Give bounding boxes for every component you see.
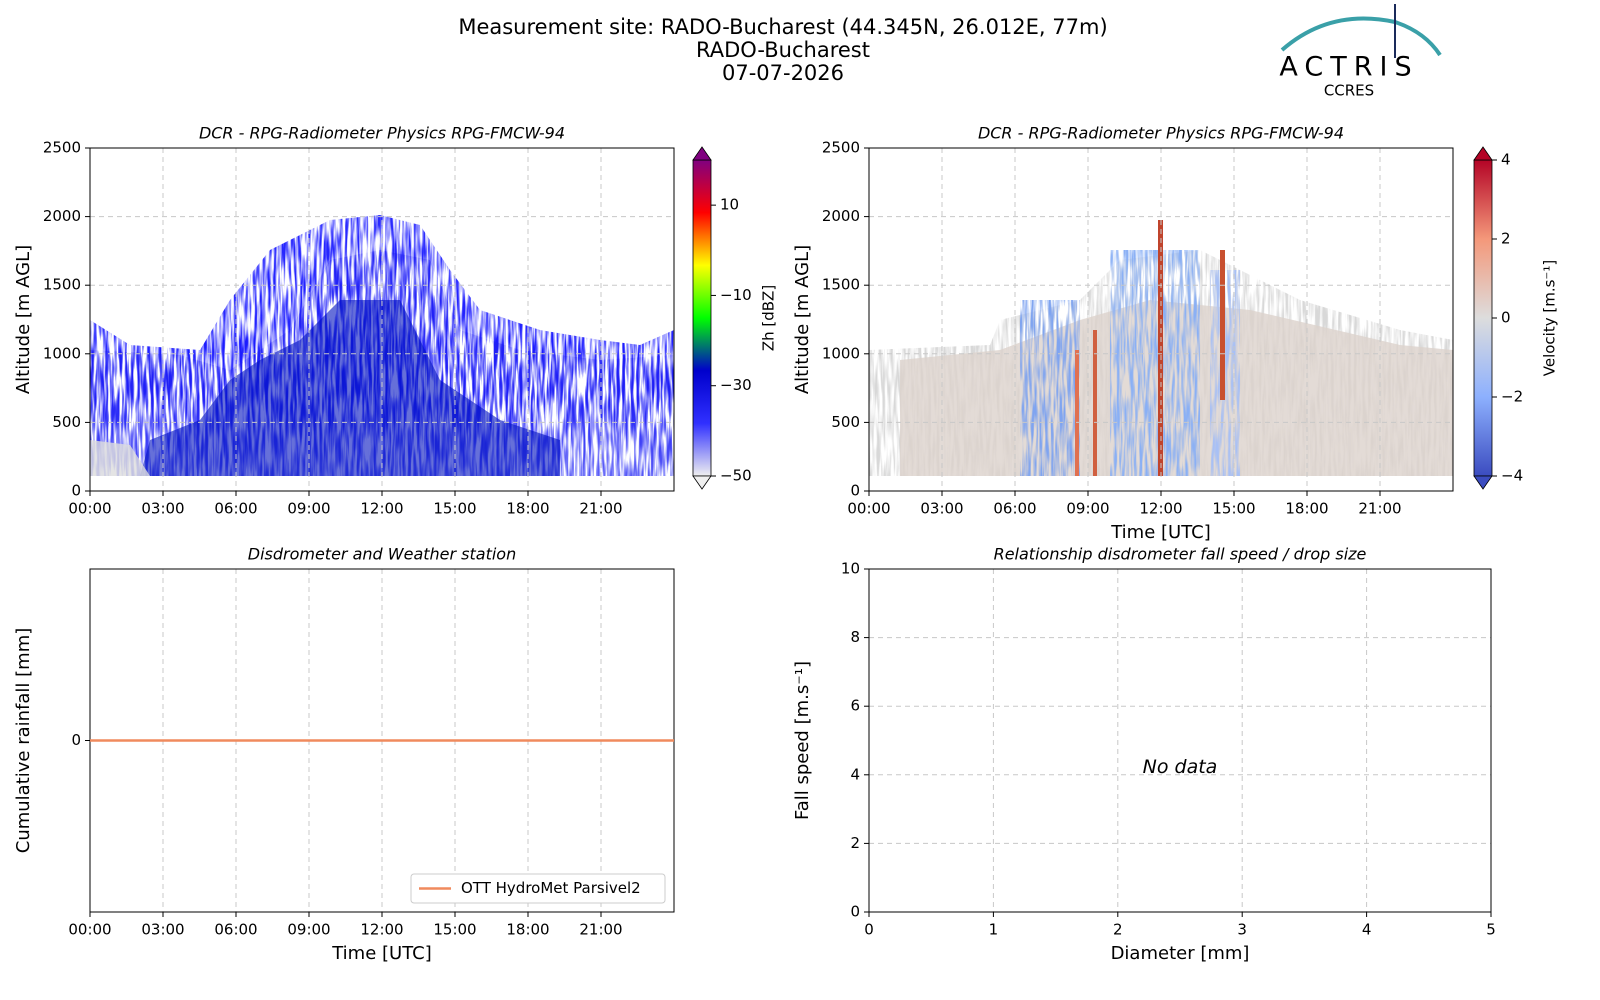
x-tick-label: 15:00 (1212, 500, 1255, 518)
colorbar-tick-label: −30 (720, 376, 752, 394)
y-tick-label: 4 (850, 765, 860, 783)
y-tick-label: 2000 (43, 207, 81, 225)
y-tick-label: 0 (850, 482, 860, 500)
x-tick-label: 18:00 (506, 500, 549, 518)
x-tick-label: 1 (989, 921, 999, 939)
header-line: 07-07-2026 (722, 61, 844, 85)
plot-frame (868, 147, 1454, 492)
header-line: Measurement site: RADO-Bucharest (44.345… (458, 15, 1107, 39)
x-tick-label: 3 (1237, 921, 1247, 939)
plot-frame (868, 568, 1492, 913)
legend-label: OTT HydroMet Parsivel2 (461, 879, 641, 897)
x-tick-label: 2 (1113, 921, 1123, 939)
y-tick-label: 500 (52, 413, 81, 431)
plot-title: Relationship disdrometer fall speed / dr… (994, 545, 1367, 564)
colorbar-tick-label: 0 (1501, 309, 1511, 327)
x-tick-label: 00:00 (68, 921, 111, 939)
x-tick-label: 15:00 (433, 921, 476, 939)
legend-box (410, 873, 666, 904)
y-tick-label: 1000 (43, 344, 81, 362)
y-tick-label: 2000 (822, 207, 860, 225)
y-tick-label: 2 (850, 834, 860, 852)
x-axis-label: Time [UTC] (331, 943, 432, 964)
colorbar-tick-label: 10 (720, 196, 739, 214)
header-line: RADO-Bucharest (696, 38, 870, 62)
colorbar-extend (692, 475, 712, 490)
colorbar-tick-label: 4 (1501, 151, 1511, 169)
x-tick-label: 18:00 (1285, 500, 1328, 518)
plot-frame (89, 147, 675, 492)
x-tick-label: 03:00 (141, 500, 184, 518)
x-tick-label: 09:00 (287, 500, 330, 518)
y-tick-label: 6 (850, 697, 860, 715)
x-tick-label: 5 (1486, 921, 1496, 939)
x-tick-label: 21:00 (1358, 500, 1401, 518)
x-axis-label: Diameter [mm] (1111, 943, 1250, 964)
colorbar-tick-label: −10 (720, 286, 752, 304)
x-tick-label: 12:00 (1139, 500, 1182, 518)
logo: ACTRIS CCRES (1279, 4, 1442, 100)
x-tick-label: 00:00 (68, 500, 111, 518)
x-axis-label: Time [UTC] (1110, 522, 1211, 543)
x-tick-label: 18:00 (506, 921, 549, 939)
colorbar (1473, 159, 1493, 477)
colorbar-tick-label: −4 (1501, 467, 1523, 485)
colorbar-tick-label: −2 (1501, 388, 1523, 406)
logo-text: ACTRIS (1279, 52, 1418, 83)
colorbar-label: Zh [dBZ] (760, 285, 778, 351)
x-tick-label: 06:00 (993, 500, 1036, 518)
colorbar-label: Velocity [m.s⁻¹] (1541, 260, 1559, 376)
x-tick-label: 4 (1362, 921, 1372, 939)
y-tick-label: 0 (71, 731, 81, 749)
x-tick-label: 03:00 (920, 500, 963, 518)
plot-title: Disdrometer and Weather station (248, 545, 516, 564)
x-tick-label: 21:00 (579, 500, 622, 518)
y-tick-label: 1500 (43, 276, 81, 294)
colorbar-extend (692, 146, 712, 161)
x-tick-label: 15:00 (433, 500, 476, 518)
y-tick-label: 10 (841, 560, 860, 578)
y-axis-label: Cumulative rainfall [mm] (13, 628, 34, 854)
y-tick-label: 2500 (822, 139, 860, 157)
x-tick-label: 09:00 (1066, 500, 1109, 518)
x-tick-label: 0 (864, 921, 874, 939)
logo-subtext: CCRES (1324, 82, 1374, 100)
colorbar-tick-label: −50 (720, 467, 752, 485)
x-tick-label: 21:00 (579, 921, 622, 939)
colorbar-extend (1473, 475, 1493, 490)
x-tick-label: 12:00 (360, 921, 403, 939)
x-tick-label: 06:00 (214, 500, 257, 518)
x-tick-label: 06:00 (214, 921, 257, 939)
annotation: No data (1143, 756, 1218, 778)
colorbar (692, 159, 712, 477)
y-tick-label: 2500 (43, 139, 81, 157)
x-tick-label: 03:00 (141, 921, 184, 939)
y-tick-label: 1500 (822, 276, 860, 294)
x-tick-label: 12:00 (360, 500, 403, 518)
y-tick-label: 500 (831, 413, 860, 431)
y-tick-label: 0 (71, 482, 81, 500)
y-axis-label: Fall speed [m.s⁻¹] (792, 661, 813, 820)
colorbar-tick-label: 2 (1501, 230, 1511, 248)
y-axis-label: Altitude [m AGL] (13, 245, 34, 394)
y-tick-label: 1000 (822, 344, 860, 362)
x-tick-label: 00:00 (847, 500, 890, 518)
logo-arc (1280, 16, 1442, 57)
plot-title: DCR - RPG-Radiometer Physics RPG-FMCW-94 (978, 124, 1344, 143)
x-tick-label: 09:00 (287, 921, 330, 939)
y-tick-label: 0 (850, 903, 860, 921)
y-axis-label: Altitude [m AGL] (792, 245, 813, 394)
y-tick-label: 8 (850, 628, 860, 646)
plot-title: DCR - RPG-Radiometer Physics RPG-FMCW-94 (199, 124, 565, 143)
colorbar-extend (1473, 146, 1493, 161)
